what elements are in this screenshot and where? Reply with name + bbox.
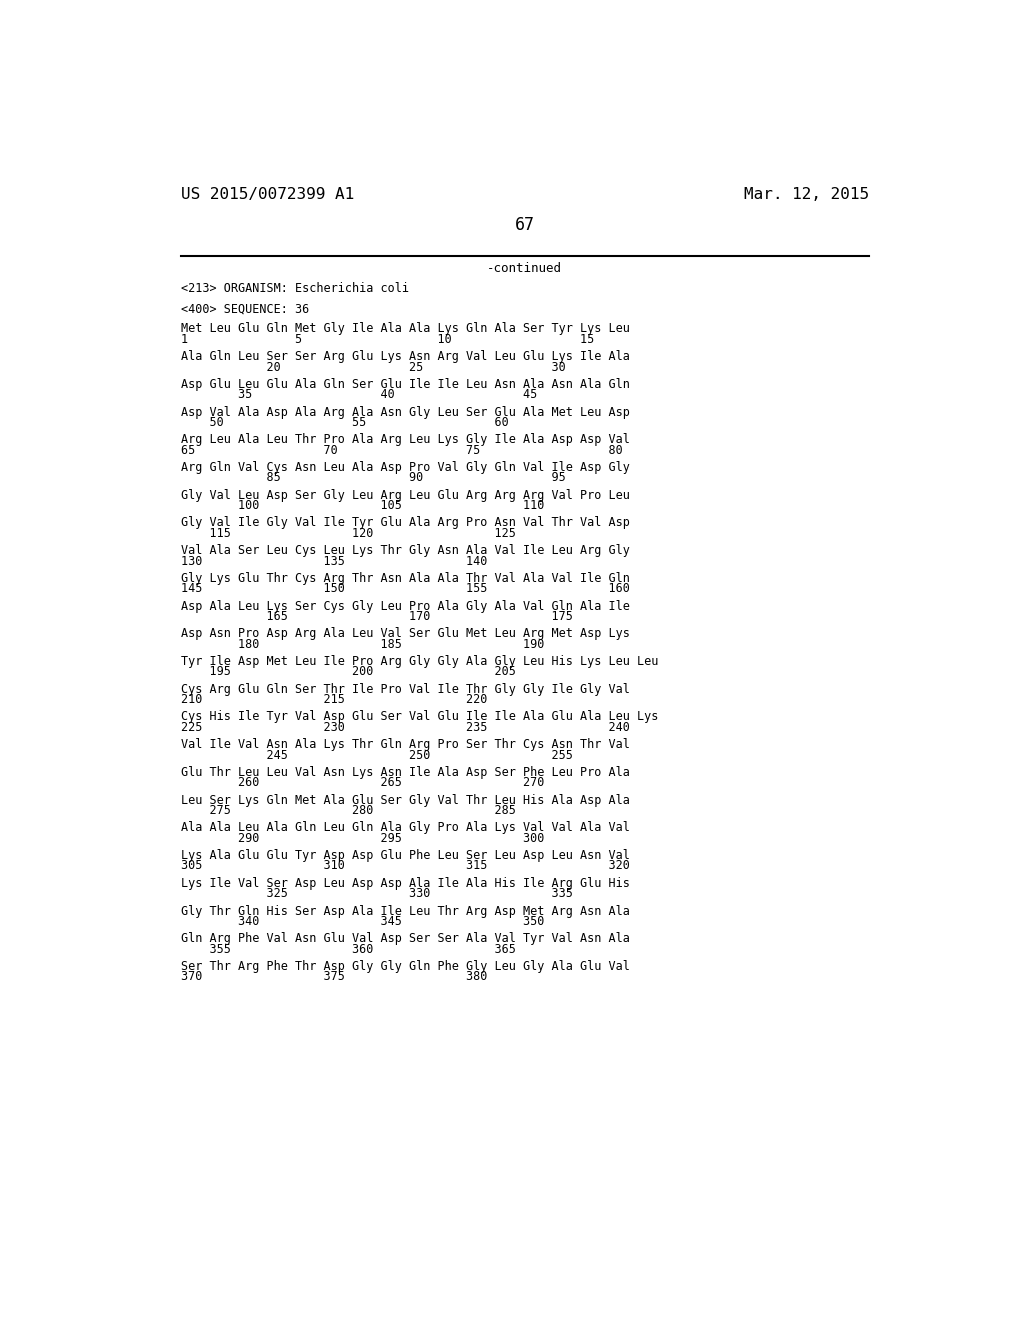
Text: Gly Lys Glu Thr Cys Arg Thr Asn Ala Ala Thr Val Ala Val Ile Gln: Gly Lys Glu Thr Cys Arg Thr Asn Ala Ala … [180,572,630,585]
Text: 355                 360                 365: 355 360 365 [180,942,515,956]
Text: Met Leu Glu Gln Met Gly Ile Ala Ala Lys Gln Ala Ser Tyr Lys Leu: Met Leu Glu Gln Met Gly Ile Ala Ala Lys … [180,322,630,335]
Text: Cys Arg Glu Gln Ser Thr Ile Pro Val Ile Thr Gly Gly Ile Gly Val: Cys Arg Glu Gln Ser Thr Ile Pro Val Ile … [180,682,630,696]
Text: 180                 185                 190: 180 185 190 [180,638,544,651]
Text: 67: 67 [515,216,535,234]
Text: 100                 105                 110: 100 105 110 [180,499,544,512]
Text: Arg Leu Ala Leu Thr Pro Ala Arg Leu Lys Gly Ile Ala Asp Asp Val: Arg Leu Ala Leu Thr Pro Ala Arg Leu Lys … [180,433,630,446]
Text: Lys Ile Val Ser Asp Leu Asp Asp Ala Ile Ala His Ile Arg Glu His: Lys Ile Val Ser Asp Leu Asp Asp Ala Ile … [180,876,630,890]
Text: 1               5                   10                  15: 1 5 10 15 [180,333,594,346]
Text: Lys Ala Glu Glu Tyr Asp Asp Glu Phe Leu Ser Leu Asp Leu Asn Val: Lys Ala Glu Glu Tyr Asp Asp Glu Phe Leu … [180,849,630,862]
Text: Ala Gln Leu Ser Ser Arg Glu Lys Asn Arg Val Leu Glu Lys Ile Ala: Ala Gln Leu Ser Ser Arg Glu Lys Asn Arg … [180,350,630,363]
Text: 370                 375                 380: 370 375 380 [180,970,487,983]
Text: Gly Val Ile Gly Val Ile Tyr Glu Ala Arg Pro Asn Val Thr Val Asp: Gly Val Ile Gly Val Ile Tyr Glu Ala Arg … [180,516,630,529]
Text: Cys His Ile Tyr Val Asp Glu Ser Val Glu Ile Ile Ala Glu Ala Leu Lys: Cys His Ile Tyr Val Asp Glu Ser Val Glu … [180,710,658,723]
Text: 305                 310                 315                 320: 305 310 315 320 [180,859,630,873]
Text: Asp Val Ala Asp Ala Arg Ala Asn Gly Leu Ser Glu Ala Met Leu Asp: Asp Val Ala Asp Ala Arg Ala Asn Gly Leu … [180,405,630,418]
Text: Mar. 12, 2015: Mar. 12, 2015 [743,187,869,202]
Text: 260                 265                 270: 260 265 270 [180,776,544,789]
Text: Gln Arg Phe Val Asn Glu Val Asp Ser Ser Ala Val Tyr Val Asn Ala: Gln Arg Phe Val Asn Glu Val Asp Ser Ser … [180,932,630,945]
Text: 245                 250                 255: 245 250 255 [180,748,572,762]
Text: US 2015/0072399 A1: US 2015/0072399 A1 [180,187,354,202]
Text: 50                  55                  60: 50 55 60 [180,416,509,429]
Text: Ala Ala Leu Ala Gln Leu Gln Ala Gly Pro Ala Lys Val Val Ala Val: Ala Ala Leu Ala Gln Leu Gln Ala Gly Pro … [180,821,630,834]
Text: 225                 230                 235                 240: 225 230 235 240 [180,721,630,734]
Text: -continued: -continued [487,263,562,276]
Text: Glu Thr Leu Leu Val Asn Lys Asn Ile Ala Asp Ser Phe Leu Pro Ala: Glu Thr Leu Leu Val Asn Lys Asn Ile Ala … [180,766,630,779]
Text: Leu Ser Lys Gln Met Ala Glu Ser Gly Val Thr Leu His Ala Asp Ala: Leu Ser Lys Gln Met Ala Glu Ser Gly Val … [180,793,630,807]
Text: Tyr Ile Asp Met Leu Ile Pro Arg Gly Gly Ala Gly Leu His Lys Leu Leu: Tyr Ile Asp Met Leu Ile Pro Arg Gly Gly … [180,655,658,668]
Text: 290                 295                 300: 290 295 300 [180,832,544,845]
Text: 145                 150                 155                 160: 145 150 155 160 [180,582,630,595]
Text: Asp Ala Leu Lys Ser Cys Gly Leu Pro Ala Gly Ala Val Gln Ala Ile: Asp Ala Leu Lys Ser Cys Gly Leu Pro Ala … [180,599,630,612]
Text: 275                 280                 285: 275 280 285 [180,804,515,817]
Text: 325                 330                 335: 325 330 335 [180,887,572,900]
Text: Val Ala Ser Leu Cys Leu Lys Thr Gly Asn Ala Val Ile Leu Arg Gly: Val Ala Ser Leu Cys Leu Lys Thr Gly Asn … [180,544,630,557]
Text: 20                  25                  30: 20 25 30 [180,360,565,374]
Text: 165                 170                 175: 165 170 175 [180,610,572,623]
Text: 130                 135                 140: 130 135 140 [180,554,487,568]
Text: Ser Thr Arg Phe Thr Asp Gly Gly Gln Phe Gly Leu Gly Ala Glu Val: Ser Thr Arg Phe Thr Asp Gly Gly Gln Phe … [180,960,630,973]
Text: 195                 200                 205: 195 200 205 [180,665,515,678]
Text: Gly Val Leu Asp Ser Gly Leu Arg Leu Glu Arg Arg Arg Val Pro Leu: Gly Val Leu Asp Ser Gly Leu Arg Leu Glu … [180,488,630,502]
Text: 35                  40                  45: 35 40 45 [180,388,537,401]
Text: Arg Gln Val Cys Asn Leu Ala Asp Pro Val Gly Gln Val Ile Asp Gly: Arg Gln Val Cys Asn Leu Ala Asp Pro Val … [180,461,630,474]
Text: Asp Glu Leu Glu Ala Gln Ser Glu Ile Ile Leu Asn Ala Asn Ala Gln: Asp Glu Leu Glu Ala Gln Ser Glu Ile Ile … [180,378,630,391]
Text: Gly Thr Gln His Ser Asp Ala Ile Leu Thr Arg Asp Met Arg Asn Ala: Gly Thr Gln His Ser Asp Ala Ile Leu Thr … [180,904,630,917]
Text: 85                  90                  95: 85 90 95 [180,471,565,484]
Text: <400> SEQUENCE: 36: <400> SEQUENCE: 36 [180,302,309,315]
Text: 210                 215                 220: 210 215 220 [180,693,487,706]
Text: 340                 345                 350: 340 345 350 [180,915,544,928]
Text: 115                 120                 125: 115 120 125 [180,527,515,540]
Text: Asp Asn Pro Asp Arg Ala Leu Val Ser Glu Met Leu Arg Met Asp Lys: Asp Asn Pro Asp Arg Ala Leu Val Ser Glu … [180,627,630,640]
Text: <213> ORGANISM: Escherichia coli: <213> ORGANISM: Escherichia coli [180,281,409,294]
Text: 65                  70                  75                  80: 65 70 75 80 [180,444,623,457]
Text: Val Ile Val Asn Ala Lys Thr Gln Arg Pro Ser Thr Cys Asn Thr Val: Val Ile Val Asn Ala Lys Thr Gln Arg Pro … [180,738,630,751]
